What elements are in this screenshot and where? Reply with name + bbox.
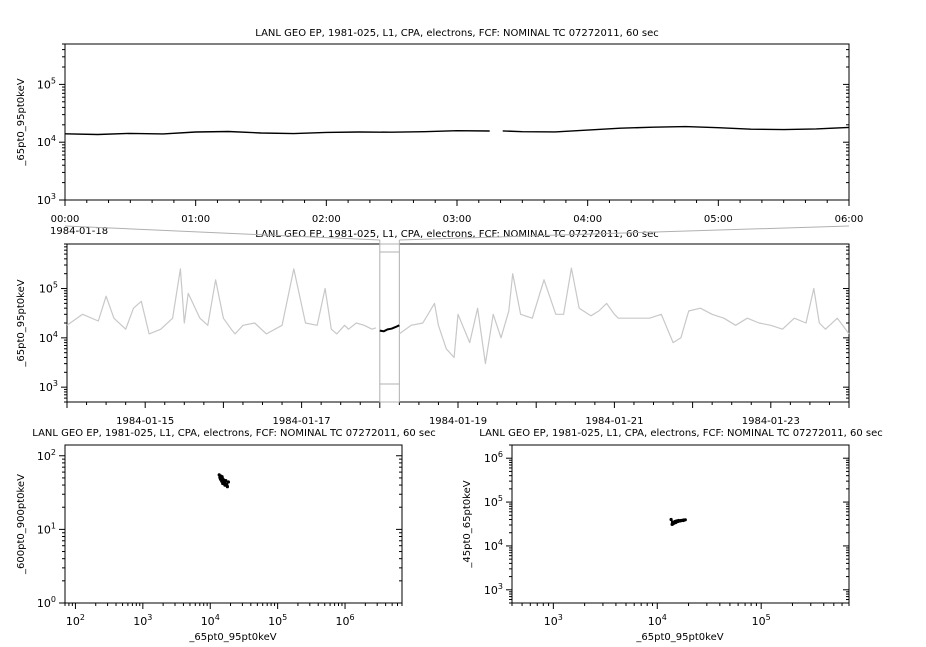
date-label: 1984-01-18 — [50, 226, 108, 237]
chart-title: LANL GEO EP, 1981-025, L1, CPA, electron… — [255, 28, 658, 39]
y-tick-label: 100 — [37, 595, 56, 610]
y-tick-label: 101 — [37, 521, 56, 536]
y-tick-label: 105 — [484, 494, 503, 509]
highlight-window — [379, 243, 400, 403]
x-tick-label: 1984-01-23 — [742, 416, 800, 427]
x-axis-label: _65pt0_95pt0keV — [188, 632, 276, 643]
x-tick-label: 1984-01-19 — [429, 416, 487, 427]
x-tick-label: 103 — [544, 613, 563, 628]
x-tick-label: 105 — [268, 613, 287, 628]
scatter-point — [679, 519, 683, 523]
overview-panel: LANL GEO EP, 1981-025, L1, CPA, electron… — [16, 229, 850, 427]
y-tick-label: 104 — [484, 538, 503, 553]
scatter-left-panel: LANL GEO EP, 1981-025, L1, CPA, electron… — [16, 428, 436, 643]
x-tick-label: 03:00 — [443, 214, 472, 225]
plot-frame — [64, 43, 850, 201]
x-tick-label: 02:00 — [312, 214, 341, 225]
x-tick-label: 06:00 — [835, 214, 864, 225]
x-tick-label: 104 — [648, 613, 667, 628]
series-line-highlight — [379, 324, 400, 333]
x-tick-label: 105 — [752, 613, 771, 628]
x-tick-label: 1984-01-17 — [273, 416, 331, 427]
scatter-point — [223, 481, 227, 486]
y-tick-label: 104 — [37, 134, 56, 149]
x-tick-label: 104 — [201, 613, 220, 628]
top-panel: LANL GEO EP, 1981-025, L1, CPA, electron… — [16, 28, 863, 237]
y-tick-label: 105 — [39, 281, 58, 296]
y-tick-label: 103 — [39, 379, 58, 394]
scatter-point — [681, 518, 685, 523]
y-tick-label: 104 — [39, 330, 58, 345]
x-tick-label: 00:00 — [51, 214, 80, 225]
y-axis-label: _600pt0_900pt0keV — [16, 474, 27, 575]
scatter-point — [225, 484, 229, 488]
scatter-point — [222, 478, 226, 482]
y-axis-label: _65pt0_95pt0keV — [16, 279, 27, 367]
scatter-right-panel: LANL GEO EP, 1981-025, L1, CPA, electron… — [462, 428, 883, 643]
scatter-point — [676, 519, 680, 523]
x-tick-label: 102 — [66, 613, 85, 628]
y-axis-label: _65pt0_95pt0keV — [16, 78, 27, 166]
y-tick-label: 103 — [484, 582, 503, 597]
plot-frame — [64, 444, 403, 604]
x-tick-label: 1984-01-15 — [116, 416, 174, 427]
x-tick-label: 106 — [335, 613, 354, 628]
scatter-point — [670, 522, 674, 527]
y-axis-label: _45pt0_65pt0keV — [462, 480, 473, 568]
x-axis-label: _65pt0_95pt0keV — [635, 632, 723, 643]
x-tick-label: 01:00 — [181, 214, 210, 225]
series-line-context — [66, 267, 850, 365]
x-tick-label: 05:00 — [704, 214, 733, 225]
y-tick-label: 106 — [484, 450, 503, 465]
plot-frame — [511, 444, 850, 604]
chart-title: LANL GEO EP, 1981-025, L1, CPA, electron… — [479, 428, 882, 439]
y-tick-label: 102 — [37, 448, 56, 463]
scatter-point — [226, 480, 230, 484]
y-tick-label: 103 — [37, 192, 56, 207]
scatter-point — [218, 475, 222, 479]
x-tick-label: 04:00 — [573, 214, 602, 225]
zoom-connector-left — [64, 225, 380, 241]
zoom-connector-right — [399, 225, 850, 241]
chart-title: LANL GEO EP, 1981-025, L1, CPA, electron… — [255, 229, 658, 240]
y-tick-label: 105 — [37, 76, 56, 91]
x-tick-label: 103 — [133, 613, 152, 628]
x-tick-label: 1984-01-21 — [585, 416, 643, 427]
chart-title: LANL GEO EP, 1981-025, L1, CPA, electron… — [32, 428, 435, 439]
series-line — [64, 125, 850, 136]
zoom-connector — [64, 225, 850, 244]
scatter-point — [669, 517, 673, 522]
